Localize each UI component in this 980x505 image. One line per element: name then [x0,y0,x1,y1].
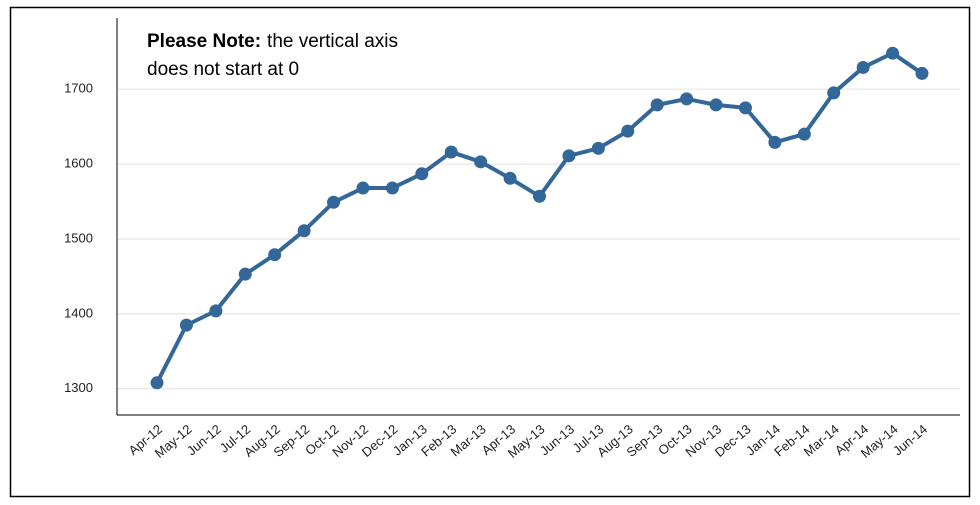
marker [797,127,811,141]
marker [768,135,782,149]
marker [856,60,870,74]
marker [474,155,488,169]
marker [238,267,252,281]
marker [179,318,193,332]
y-tick-label: 1500 [64,230,93,245]
annotation: Please Note: the vertical axis [147,31,398,52]
marker [562,149,576,163]
x-tick-label: Jun-14 [890,421,930,458]
marker [356,181,370,195]
marker [915,66,929,80]
marker [886,46,900,60]
marker [680,92,694,106]
marker [268,248,282,262]
marker [503,171,517,185]
annotation-line: does not start at 0 [147,59,299,80]
marker [621,124,635,138]
marker [415,167,429,181]
y-tick-label: 1300 [64,380,93,395]
marker [827,86,841,100]
frame [9,6,971,498]
marker [297,224,311,238]
marker [385,181,399,195]
marker [209,304,223,318]
line [155,51,924,384]
y-tick-label: 1600 [64,156,93,171]
marker [709,98,723,112]
marker [533,189,546,203]
marker [327,195,341,209]
marker [444,145,458,159]
x-tick-label: Jun-13 [537,421,577,458]
marker [591,141,605,155]
annotation-label: Please Note: [147,31,261,52]
y-tick-label: 1700 [64,81,93,96]
marker [650,98,664,112]
y-tick-label: 1400 [64,305,93,320]
marker [738,101,752,115]
annotation-line: the vertical axis [267,31,398,52]
marker [150,376,164,390]
x-tick-label: Jun-12 [184,421,224,458]
